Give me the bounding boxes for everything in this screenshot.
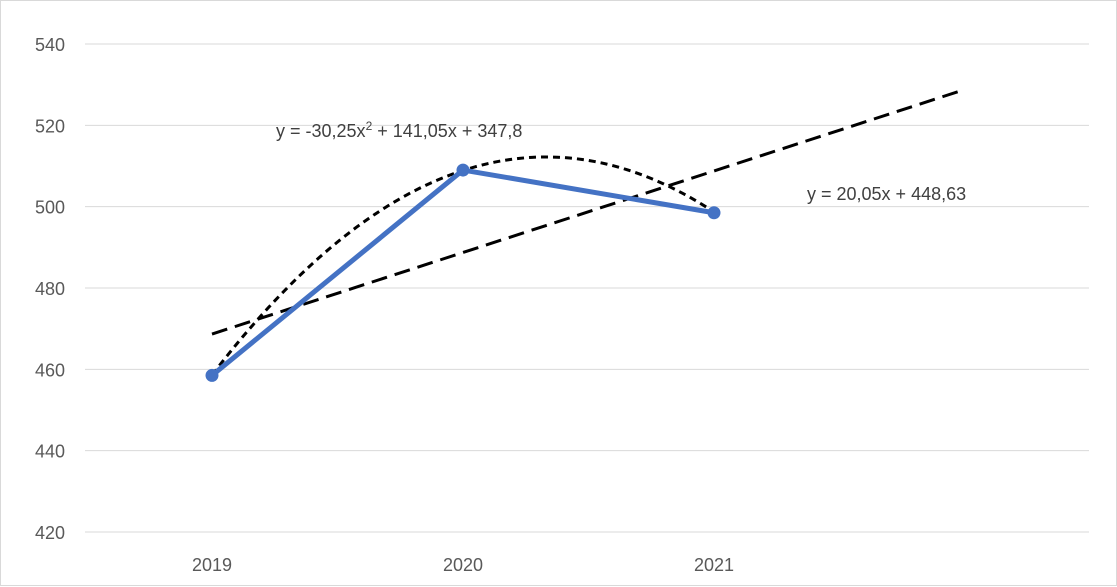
- x-tick-label: 2021: [694, 555, 734, 575]
- linear-trendline: [211, 87, 966, 336]
- y-tick-label: 420: [35, 523, 65, 543]
- data-point: [707, 206, 721, 220]
- y-tick-label: 460: [35, 360, 65, 380]
- gridlines: [85, 43, 1089, 533]
- y-axis-ticks: 540 520 500 480 460 440 420: [35, 35, 65, 543]
- polynomial-trendline: [210, 155, 715, 376]
- x-axis-ticks: 2019 2020 2021: [192, 555, 734, 575]
- series-line: [210, 167, 715, 378]
- y-tick-label: 480: [35, 279, 65, 299]
- x-tick-label: 2019: [192, 555, 232, 575]
- y-tick-label: 440: [35, 442, 65, 462]
- data-point: [456, 163, 470, 177]
- x-tick-label: 2020: [443, 555, 483, 575]
- data-point: [205, 368, 219, 382]
- y-tick-label: 520: [35, 116, 65, 136]
- polynomial-trendline-equation: y = -30,25x2 + 141,05x + 347,8: [276, 119, 522, 141]
- y-tick-label: 500: [35, 198, 65, 218]
- series: [205, 163, 721, 382]
- y-tick-label: 540: [35, 35, 65, 55]
- linear-trendline-equation: y = 20,05x + 448,63: [807, 184, 966, 204]
